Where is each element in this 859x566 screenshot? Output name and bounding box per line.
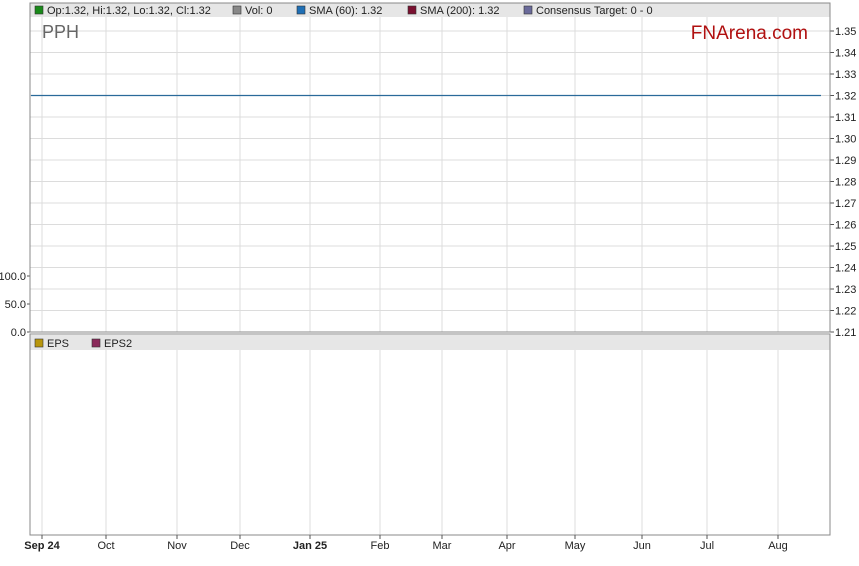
y-tick-label: 1.35 bbox=[835, 26, 856, 38]
y-tick-label: 1.29 bbox=[835, 155, 856, 167]
legend-bottom-label: EPS bbox=[47, 338, 69, 350]
legend-top-label: Op:1.32, Hi:1.32, Lo:1.32, Cl:1.32 bbox=[47, 5, 211, 17]
x-tick-label: Aug bbox=[768, 540, 788, 552]
x-tick-label: Apr bbox=[498, 540, 515, 552]
x-tick-label: Jan 25 bbox=[293, 540, 327, 552]
x-tick-label: Feb bbox=[371, 540, 390, 552]
y-tick-label: 1.28 bbox=[835, 177, 856, 189]
y-tick-label: 1.33 bbox=[835, 69, 856, 81]
main-panel-frame bbox=[29, 2, 831, 333]
ticker-label: PPH bbox=[42, 22, 79, 42]
y-tick-label: 1.21 bbox=[835, 327, 856, 339]
x-tick-label: Jun bbox=[633, 540, 651, 552]
legend-top-swatch-icon bbox=[34, 5, 44, 15]
eps-panel-frame bbox=[29, 333, 831, 536]
x-tick-label: Nov bbox=[167, 540, 187, 552]
legend-top-label: Vol: 0 bbox=[245, 5, 273, 17]
legend-bottom-swatch-icon bbox=[91, 338, 101, 348]
y-tick-label: 1.23 bbox=[835, 284, 856, 296]
volume-tick-label: 100.0 bbox=[0, 271, 26, 283]
y-tick-label: 1.22 bbox=[835, 306, 856, 318]
y-tick-label: 1.32 bbox=[835, 91, 856, 103]
legend-bottom-swatch-icon bbox=[34, 338, 44, 348]
x-tick-label: Oct bbox=[97, 540, 114, 552]
x-tick-label: Jul bbox=[700, 540, 714, 552]
volume-tick-label: 50.0 bbox=[5, 299, 26, 311]
y-tick-label: 1.30 bbox=[835, 134, 856, 146]
y-tick-label: 1.31 bbox=[835, 112, 856, 124]
x-tick-label: May bbox=[565, 540, 586, 552]
brand-logo: FNArena.com bbox=[691, 23, 808, 44]
y-tick-label: 1.26 bbox=[835, 220, 856, 232]
legend-top-label: Consensus Target: 0 - 0 bbox=[536, 5, 653, 17]
x-tick-label: Mar bbox=[433, 540, 452, 552]
legend-top-swatch-icon bbox=[296, 5, 306, 15]
y-tick-label: 1.34 bbox=[835, 48, 856, 60]
x-tick-label: Sep 24 bbox=[24, 540, 60, 552]
legend-top-label: SMA (60): 1.32 bbox=[309, 5, 382, 17]
legend-bar-top bbox=[30, 3, 830, 17]
legend-top-swatch-icon bbox=[407, 5, 417, 15]
legend-bar-bottom bbox=[30, 335, 830, 350]
y-tick-label: 1.25 bbox=[835, 241, 856, 253]
legend-bottom-label: EPS2 bbox=[104, 338, 132, 350]
volume-tick-label: 0.0 bbox=[11, 327, 26, 339]
y-tick-label: 1.24 bbox=[835, 263, 856, 275]
x-tick-label: Dec bbox=[230, 540, 250, 552]
legend-top-swatch-icon bbox=[523, 5, 533, 15]
y-tick-label: 1.27 bbox=[835, 198, 856, 210]
legend-top-swatch-icon bbox=[232, 5, 242, 15]
legend-top-label: SMA (200): 1.32 bbox=[420, 5, 500, 17]
